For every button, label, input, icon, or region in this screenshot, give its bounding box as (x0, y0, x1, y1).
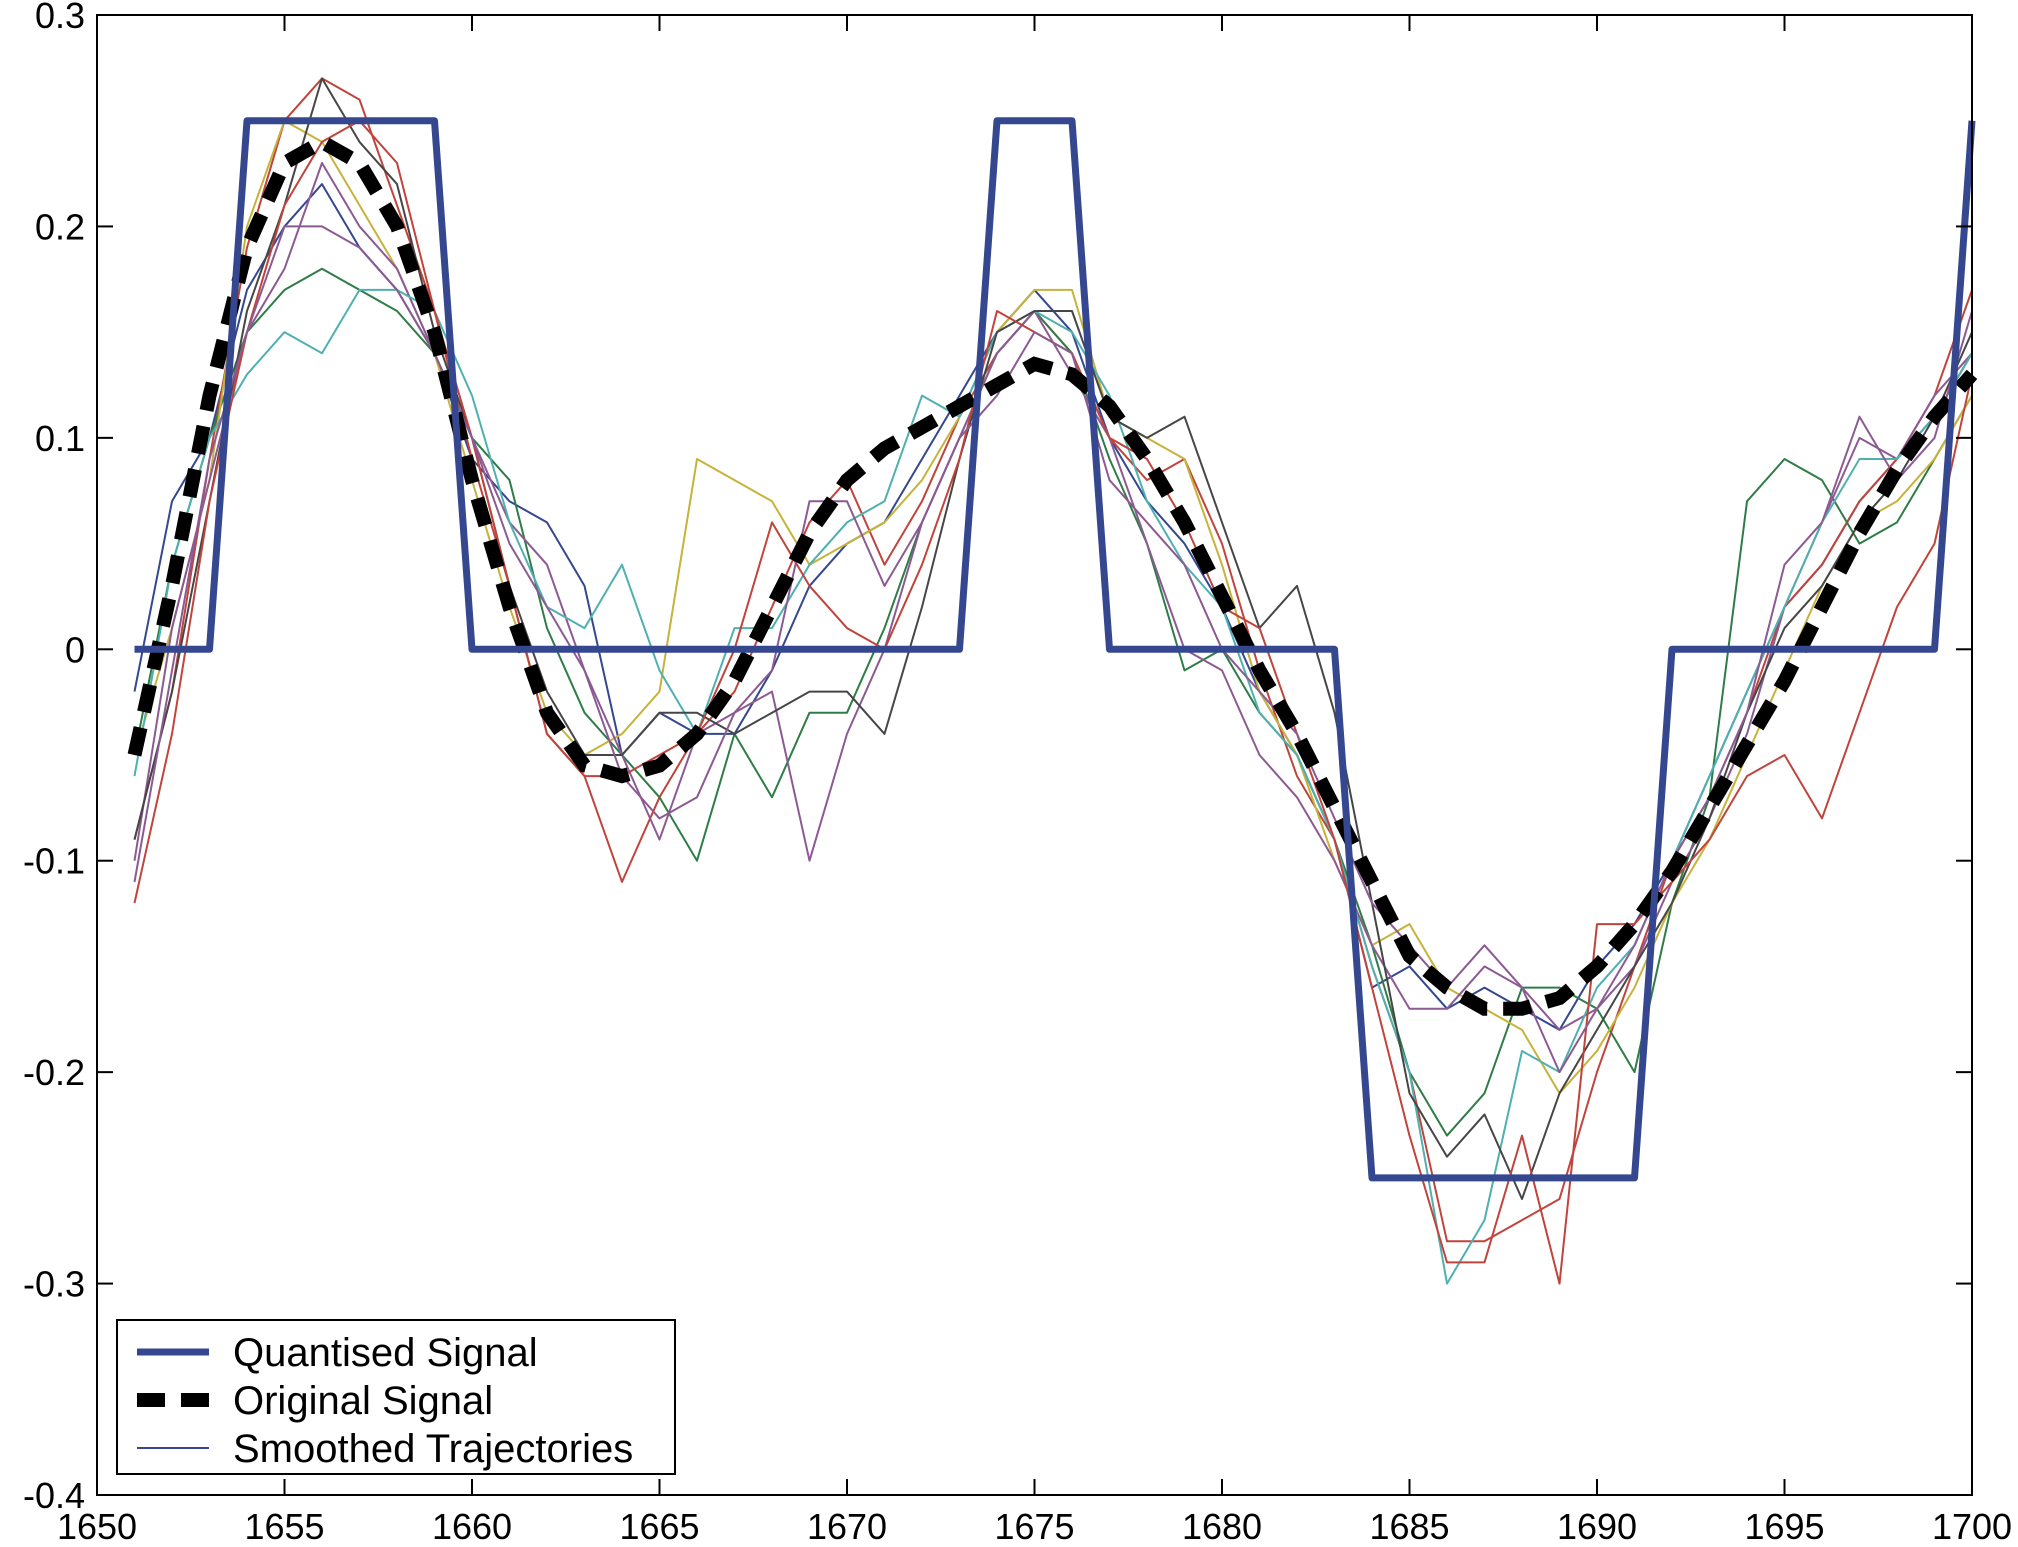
x-tick-label: 1680 (1182, 1506, 1262, 1547)
x-tick-label: 1660 (432, 1506, 512, 1547)
x-tick-label: 1685 (1369, 1506, 1449, 1547)
y-tick-label: 0.2 (35, 206, 85, 247)
smoothed-trajectory-3 (133, 267, 1973, 1137)
legend-label-smoothed: Smoothed Trajectories (233, 1427, 633, 1471)
ticks-layer: 1650 1655 1660 1665 1670 1675 1680 1685 1690 1695… (23, 0, 2012, 1547)
y-tick-label: -0.2 (23, 1052, 85, 1093)
x-tick-label: 1675 (994, 1506, 1074, 1547)
legend-label-quantised: Quantised Signal (233, 1331, 538, 1375)
quantised-signal-line (134, 117, 1976, 1182)
y-tick-label: -0.4 (23, 1475, 85, 1516)
original-signal-line (127, 133, 1978, 1016)
y-tick-label: 0.1 (35, 418, 85, 459)
x-tick-label: 1650 (57, 1506, 137, 1547)
legend-label-original: Original Signal (233, 1379, 493, 1423)
x-tick-label: 1700 (1932, 1506, 2012, 1547)
series-layer (127, 77, 1978, 1285)
x-tick-label: 1690 (1557, 1506, 1637, 1547)
smoothed-trajectory-6 (133, 288, 1973, 1285)
y-tick-label: 0.3 (35, 0, 85, 36)
smoothed-trajectory-8 (133, 119, 1973, 1285)
x-tick-label: 1665 (619, 1506, 699, 1547)
x-tick-label: 1695 (1744, 1506, 1824, 1547)
x-tick-label: 1655 (244, 1506, 324, 1547)
smoothed-trajectory-5 (133, 162, 1973, 1031)
y-tick-label: -0.3 (23, 1264, 85, 1305)
x-tick-label: 1670 (807, 1506, 887, 1547)
legend: Quantised Signal Original Signal Smoothe… (116, 1319, 676, 1475)
y-tick-label: -0.1 (23, 841, 85, 882)
y-tick-label: 0 (65, 629, 85, 670)
legend-box (116, 1319, 676, 1475)
